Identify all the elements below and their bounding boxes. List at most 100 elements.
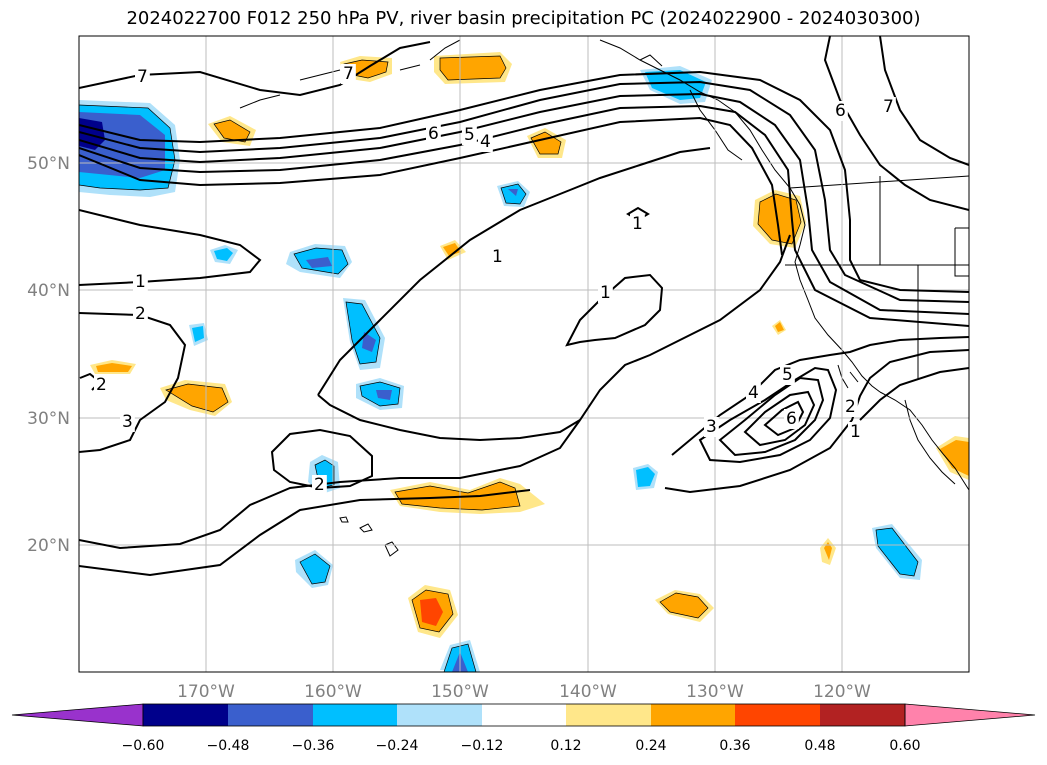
pv-label-bg — [843, 397, 858, 417]
pv-label-bg — [312, 475, 327, 495]
pos-anomaly — [420, 598, 443, 626]
colorbar-tick-label: 0.60 — [889, 738, 920, 754]
neg-anomaly — [214, 248, 233, 261]
neg-anomaly — [876, 528, 918, 576]
lat-tick-label: 20°N — [27, 536, 70, 556]
pv-label: 4 — [748, 383, 759, 403]
pv-label: 2 — [845, 397, 856, 417]
neg-anomaly — [300, 554, 330, 584]
pv-label-bg — [784, 409, 799, 429]
pv-label-bg — [833, 101, 848, 121]
pos-anomaly — [660, 593, 708, 618]
coastlines — [239, 39, 969, 557]
colorbar-tick-label: 0.24 — [635, 738, 666, 754]
pv-label: 6 — [428, 124, 439, 144]
colorbar-segment — [397, 704, 482, 726]
pv-label-bg — [133, 304, 148, 324]
shading-outlines — [79, 55, 919, 672]
pv-label-bg — [462, 125, 477, 145]
pv-label-bg — [135, 67, 150, 87]
pv-label-bg — [780, 365, 795, 385]
pv-label: 3 — [706, 417, 717, 437]
pv-label: 1 — [850, 422, 861, 442]
pv-label: 3 — [122, 412, 133, 432]
pv-label: 2 — [135, 304, 146, 324]
pv-label: 1 — [492, 247, 503, 267]
colorbar-segment — [228, 704, 313, 726]
colorbar-segment — [820, 704, 905, 726]
lon-tick-label: 160°W — [304, 682, 362, 702]
pos-anomaly — [940, 440, 969, 476]
colorbar-tick-labels: −0.60 −0.48 −0.36 −0.24 −0.12 0.12 0.24 … — [122, 738, 921, 754]
colorbar-segment — [313, 704, 397, 726]
pv-label-bg — [848, 422, 863, 442]
colorbar-tick-label: −0.24 — [376, 738, 419, 754]
pv-contours — [79, 36, 969, 577]
colorbar-tick-label: 0.12 — [550, 738, 581, 754]
colorbar-segment — [143, 704, 228, 726]
pv-label: 1 — [600, 283, 611, 303]
pos-anomaly — [443, 243, 461, 256]
pv-label: 1 — [135, 272, 146, 292]
lat-tick-label: 50°N — [27, 154, 70, 174]
colorbar-tick-label: 0.36 — [719, 738, 750, 754]
neg-anomaly — [192, 326, 204, 342]
lat-tick-label: 40°N — [27, 281, 70, 301]
map-title: 2024022700 F012 250 hPa PV, river basin … — [126, 8, 921, 29]
pos-anomaly — [824, 542, 832, 560]
lon-tick-label: 170°W — [177, 682, 235, 702]
contour-labels: 7 6 5 4 1 2 3 1 1 1 2 3 4 5 6 2 1 6 7 7 … — [94, 64, 896, 495]
lon-tick-label: 130°W — [686, 682, 744, 702]
map-frame — [78, 35, 970, 673]
colorbar-segment — [735, 704, 820, 726]
pv-label-bg — [341, 64, 356, 84]
lat-tick-label: 30°N — [27, 409, 70, 429]
colorbar-segment — [651, 704, 735, 726]
pv-label-bg — [94, 375, 109, 395]
pos-anomaly — [440, 56, 506, 80]
neg-anomaly — [306, 257, 332, 268]
lon-tick-label: 140°W — [559, 682, 617, 702]
colorbar-tick-label: −0.36 — [292, 738, 335, 754]
colorbar-tick-label: −0.60 — [122, 738, 165, 754]
pv-label-bg — [598, 283, 613, 303]
lon-tick-label: 150°W — [431, 682, 489, 702]
pv-label-bg — [746, 383, 761, 403]
pv-label: 7 — [883, 97, 894, 117]
pv-label: 2 — [96, 375, 107, 395]
neg-anomaly — [376, 390, 392, 400]
lon-tick-label: 120°W — [813, 682, 871, 702]
neg-anomaly — [501, 184, 526, 204]
pv-label: 5 — [464, 125, 475, 145]
pv-label-bg — [426, 124, 441, 144]
pv-label-bg — [704, 417, 719, 437]
colorbar-segment — [482, 704, 566, 726]
pv-label: 2 — [314, 475, 325, 495]
pv-label: 5 — [782, 365, 793, 385]
pv-label-bg — [133, 272, 148, 292]
pv-label: 1 — [632, 214, 643, 234]
pv-label: 4 — [480, 132, 491, 152]
pv-label-bg — [490, 247, 505, 267]
colorbar: −0.60 −0.48 −0.36 −0.24 −0.12 0.12 0.24 … — [11, 703, 1036, 754]
pv-label-bg — [478, 132, 493, 152]
pos-anomaly — [775, 322, 784, 332]
colorbar-extend-min — [11, 703, 144, 727]
colorbar-tick-label: −0.12 — [461, 738, 504, 754]
colorbar-tick-label: −0.48 — [207, 738, 250, 754]
neg-anomaly — [636, 467, 655, 487]
neg-anomaly — [508, 189, 518, 196]
lat-tick-labels: 50°N 40°N 30°N 20°N — [27, 154, 70, 556]
pv-label: 6 — [786, 409, 797, 429]
pv-label: 7 — [137, 67, 148, 87]
pv-label-bg — [881, 97, 896, 117]
pv-label-bg — [120, 412, 135, 432]
colorbar-extend-max — [904, 703, 1036, 727]
pv-label-bg — [630, 214, 645, 234]
lon-tick-labels: 170°W 160°W 150°W 140°W 130°W 120°W — [177, 682, 871, 702]
pv-label: 7 — [343, 64, 354, 84]
colorbar-tick-label: 0.48 — [804, 738, 835, 754]
colorbar-segment — [566, 704, 651, 726]
pos-anomaly — [166, 384, 228, 412]
